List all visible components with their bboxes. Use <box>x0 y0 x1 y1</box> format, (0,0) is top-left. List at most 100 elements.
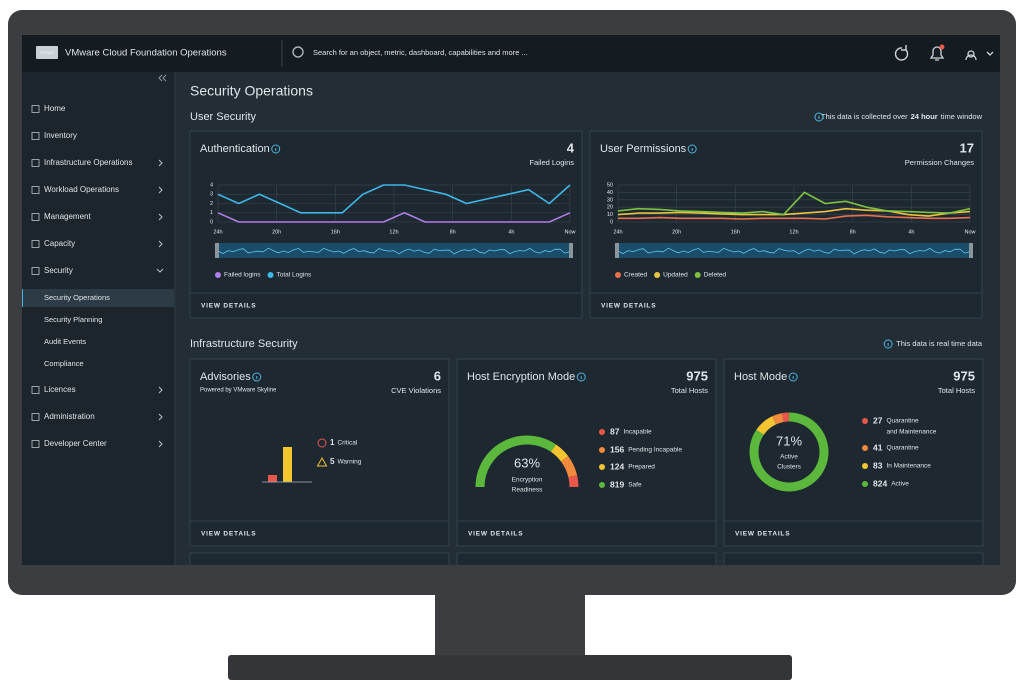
view-details-link[interactable]: VIEW DETAILS <box>201 303 256 310</box>
item-count: 83 <box>873 460 883 470</box>
donut-segment <box>756 416 777 436</box>
bell-icon[interactable] <box>929 46 945 61</box>
x-tick-label: 16h <box>731 229 740 235</box>
severity-icon <box>316 456 328 467</box>
navigator-handle[interactable] <box>969 243 973 258</box>
card-count: 6 <box>434 368 441 383</box>
severity-icon <box>317 438 327 448</box>
gauge-value: 63% <box>514 455 540 470</box>
nav-item[interactable]: Administration <box>44 412 95 421</box>
view-details-link[interactable]: VIEW DETAILS <box>735 531 790 538</box>
nav-icon <box>31 240 40 248</box>
card-count-label: Total Hosts <box>938 386 975 395</box>
note-text: time window <box>941 112 983 121</box>
gauge-segment <box>550 444 569 462</box>
nav-item[interactable]: Home <box>44 104 66 113</box>
gauge-segment <box>475 435 557 488</box>
section-title: User Security <box>190 111 257 123</box>
nav-item[interactable]: Capacity <box>44 239 75 248</box>
view-details-link[interactable]: VIEW DETAILS <box>468 531 523 538</box>
search-input[interactable]: Search for an object, metric, dashboard,… <box>313 48 528 57</box>
legend-swatch <box>599 464 605 470</box>
nav-icon <box>31 213 40 221</box>
nav-chevron <box>158 213 163 221</box>
nav-icon <box>31 159 40 167</box>
card-title: Advisories <box>200 371 251 383</box>
legend-swatch <box>615 272 621 278</box>
nav-icon <box>31 440 40 448</box>
item-count: 27 <box>873 415 883 425</box>
logo-box <box>36 46 58 59</box>
nav-item[interactable]: Developer Center <box>44 439 107 448</box>
item-count: 824 <box>873 478 887 488</box>
x-tick-label: 8h <box>450 229 456 235</box>
navigator-handle[interactable] <box>215 243 219 258</box>
legend-swatch <box>267 272 274 278</box>
y-tick-label: 1 <box>210 210 213 216</box>
navigator-handle[interactable] <box>615 243 619 258</box>
info-icon <box>252 372 262 382</box>
refresh-icon[interactable] <box>894 45 909 61</box>
view-details-link[interactable]: VIEW DETAILS <box>201 531 256 538</box>
nav-chevron <box>158 413 163 421</box>
item-label: Prepared <box>628 464 655 471</box>
card-subtitle: Powered by VMware Skyline <box>200 388 277 394</box>
gauge-label: Encryption <box>512 477 543 484</box>
nav-chevron <box>158 440 163 448</box>
card <box>189 130 583 319</box>
legend-swatch <box>599 429 605 435</box>
card-count-label: CVE Violations <box>391 386 441 395</box>
card-count: 17 <box>960 140 974 155</box>
item-label: In Maintenance <box>886 463 931 470</box>
series-line <box>617 191 971 216</box>
nav-item[interactable]: Security <box>44 266 73 275</box>
card-title: Host Mode <box>734 371 787 383</box>
nav-icon <box>31 105 40 113</box>
nav-subitem[interactable]: Audit Events <box>44 337 86 346</box>
y-tick-label: 20 <box>607 205 613 211</box>
nav-item[interactable]: Workload Operations <box>44 185 119 194</box>
item-label: Quarantine <box>886 418 919 425</box>
collapse-icon[interactable] <box>158 74 167 82</box>
card <box>456 552 717 565</box>
item-count: 156 <box>610 444 624 454</box>
nav-chevron <box>156 268 164 273</box>
x-tick-label: Now <box>564 229 575 235</box>
x-tick-label: 8h <box>850 229 856 235</box>
info-icon <box>788 372 798 382</box>
nav-subitem[interactable]: Compliance <box>44 359 84 368</box>
x-tick-label: 12h <box>389 229 398 235</box>
series-line <box>617 207 971 217</box>
severity-count: 1 <box>330 438 335 447</box>
y-tick-label: 40 <box>607 190 613 196</box>
nav-chevron <box>158 240 163 248</box>
x-tick-label: 24h <box>213 229 222 235</box>
nav-icon <box>31 413 40 421</box>
legend-swatch <box>599 447 605 453</box>
user-icon[interactable] <box>965 50 994 61</box>
nav-item[interactable]: Infrastructure Operations <box>44 158 132 167</box>
nav-active-bg <box>22 289 174 307</box>
search-icon[interactable] <box>292 46 304 58</box>
nav-chevron <box>158 386 163 394</box>
y-tick-label: 50 <box>607 182 613 188</box>
nav-item[interactable]: Management <box>44 212 91 221</box>
y-tick-label: 0 <box>210 219 213 225</box>
view-details-link[interactable]: VIEW DETAILS <box>601 303 656 310</box>
bar <box>283 447 292 482</box>
nav-subitem[interactable]: Security Planning <box>44 315 102 324</box>
navigator-handle[interactable] <box>569 243 573 258</box>
card-count: 975 <box>686 368 708 383</box>
item-count: 124 <box>610 461 624 471</box>
info-icon <box>687 144 697 154</box>
x-tick-label: 4h <box>508 229 514 235</box>
nav-subitem[interactable]: Security Operations <box>44 293 110 302</box>
nav-item[interactable]: Licences <box>44 385 76 394</box>
series-line <box>217 211 571 223</box>
card <box>723 552 984 565</box>
nav-item[interactable]: Inventory <box>44 131 77 140</box>
item-label: Quarantine <box>886 445 919 452</box>
legend-label: Updated <box>663 272 688 279</box>
series-line <box>217 184 571 214</box>
